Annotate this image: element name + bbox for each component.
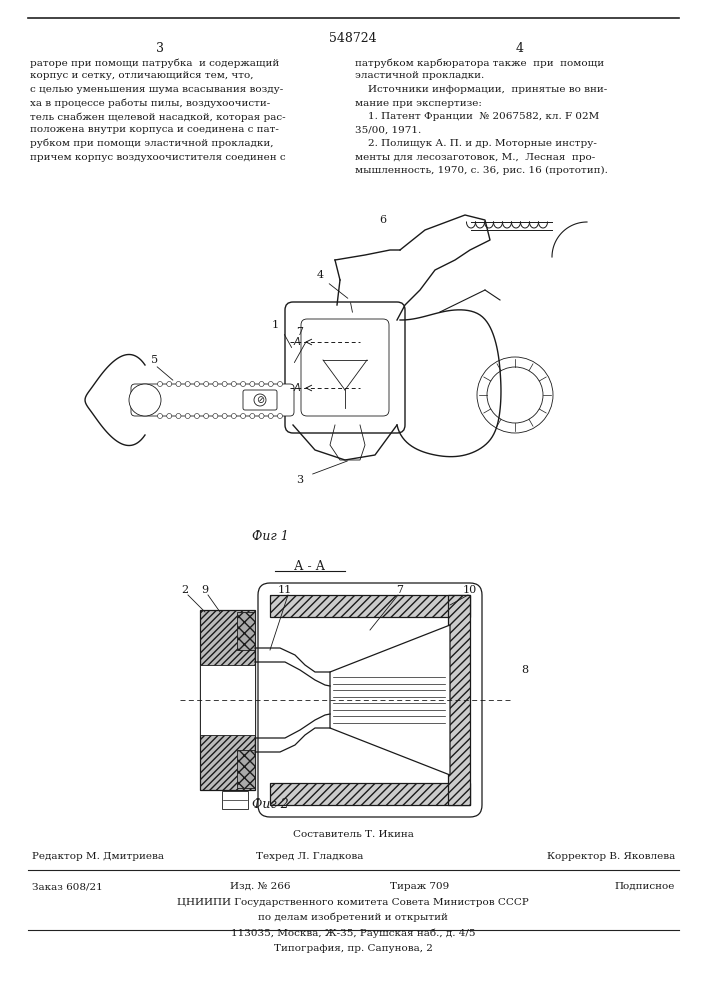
Text: 2: 2 <box>182 585 189 595</box>
Text: 5: 5 <box>151 355 158 365</box>
Text: корпус и сетку, отличающийся тем, что,: корпус и сетку, отличающийся тем, что, <box>30 72 254 81</box>
Text: А: А <box>293 383 300 393</box>
Circle shape <box>204 381 209 386</box>
Text: 548724: 548724 <box>329 32 377 45</box>
Circle shape <box>250 414 255 418</box>
Text: А: А <box>293 337 300 347</box>
Circle shape <box>176 414 181 418</box>
Text: 3: 3 <box>296 475 303 485</box>
Circle shape <box>194 381 199 386</box>
Text: 10: 10 <box>463 585 477 595</box>
Text: Фиг 2: Фиг 2 <box>252 798 288 811</box>
FancyBboxPatch shape <box>258 583 482 817</box>
Text: Подписное: Подписное <box>614 882 675 891</box>
Circle shape <box>278 414 283 418</box>
Text: Источники информации,  принятые во вни-: Источники информации, принятые во вни- <box>355 85 607 94</box>
Text: 7: 7 <box>397 585 404 595</box>
Text: тель снабжен щелевой насадкой, которая рас-: тель снабжен щелевой насадкой, которая р… <box>30 112 286 121</box>
Text: 1. Патент Франции  № 2067582, кл. F 02M: 1. Патент Франции № 2067582, кл. F 02M <box>355 112 600 121</box>
Text: по делам изобретений и открытий: по делам изобретений и открытий <box>258 913 448 922</box>
FancyBboxPatch shape <box>237 612 255 650</box>
FancyBboxPatch shape <box>270 783 470 805</box>
Circle shape <box>176 381 181 386</box>
FancyBboxPatch shape <box>301 319 389 416</box>
Text: ха в процессе работы пилы, воздухоочисти-: ха в процессе работы пилы, воздухоочисти… <box>30 99 270 108</box>
Text: менты для лесозаготовок, М.,  Лесная  про-: менты для лесозаготовок, М., Лесная про- <box>355 152 595 161</box>
Circle shape <box>213 414 218 418</box>
Text: Типография, пр. Сапунова, 2: Типография, пр. Сапунова, 2 <box>274 944 433 953</box>
Circle shape <box>158 414 163 418</box>
Text: положена внутри корпуса и соединена с пат-: положена внутри корпуса и соединена с па… <box>30 125 279 134</box>
Text: 113035, Москва, Ж-35, Раушская наб., д. 4/5: 113035, Москва, Ж-35, Раушская наб., д. … <box>230 928 475 938</box>
Circle shape <box>222 381 227 386</box>
Text: 35/00, 1971.: 35/00, 1971. <box>355 125 421 134</box>
Text: 3: 3 <box>156 42 164 55</box>
FancyBboxPatch shape <box>131 384 294 416</box>
Circle shape <box>254 394 266 406</box>
Text: Редактор М. Дмитриева: Редактор М. Дмитриева <box>32 852 164 861</box>
Text: Изд. № 266: Изд. № 266 <box>230 882 291 891</box>
Text: 2. Полищук А. П. и др. Моторные инстру-: 2. Полищук А. П. и др. Моторные инстру- <box>355 139 597 148</box>
Polygon shape <box>330 625 450 775</box>
Text: эластичной прокладки.: эластичной прокладки. <box>355 72 484 81</box>
Text: Корректор В. Яковлева: Корректор В. Яковлева <box>547 852 675 861</box>
Circle shape <box>477 357 553 433</box>
Circle shape <box>158 381 163 386</box>
Text: 4: 4 <box>516 42 524 55</box>
Circle shape <box>240 414 245 418</box>
FancyBboxPatch shape <box>200 610 255 790</box>
FancyBboxPatch shape <box>243 390 277 410</box>
FancyBboxPatch shape <box>222 791 248 809</box>
Text: мание при экспертизе:: мание при экспертизе: <box>355 99 482 107</box>
Text: Техред Л. Гладкова: Техред Л. Гладкова <box>257 852 363 861</box>
Circle shape <box>268 414 274 418</box>
Circle shape <box>213 381 218 386</box>
Text: А - А: А - А <box>294 560 325 573</box>
Circle shape <box>240 381 245 386</box>
Text: 1: 1 <box>271 320 279 330</box>
FancyBboxPatch shape <box>448 595 470 805</box>
Circle shape <box>268 381 274 386</box>
Text: 9: 9 <box>201 585 209 595</box>
Text: с целью уменьшения шума всасывания возду-: с целью уменьшения шума всасывания возду… <box>30 85 284 94</box>
Text: мышленность, 1970, с. 36, рис. 16 (прототип).: мышленность, 1970, с. 36, рис. 16 (прото… <box>355 166 608 175</box>
Text: Фиг 1: Фиг 1 <box>252 530 288 543</box>
FancyBboxPatch shape <box>200 665 255 735</box>
Circle shape <box>185 414 190 418</box>
FancyBboxPatch shape <box>285 302 405 433</box>
Text: Составитель Т. Икина: Составитель Т. Икина <box>293 830 414 839</box>
FancyBboxPatch shape <box>270 595 470 617</box>
Circle shape <box>194 414 199 418</box>
Circle shape <box>487 367 543 423</box>
Circle shape <box>167 414 172 418</box>
Circle shape <box>278 381 283 386</box>
Circle shape <box>259 414 264 418</box>
Circle shape <box>185 381 190 386</box>
Text: ⊘: ⊘ <box>256 395 264 405</box>
Text: Тираж 709: Тираж 709 <box>390 882 449 891</box>
Circle shape <box>167 381 172 386</box>
Circle shape <box>222 414 227 418</box>
Circle shape <box>259 381 264 386</box>
Text: 4: 4 <box>317 270 324 280</box>
Text: патрубком карбюратора также  при  помощи: патрубком карбюратора также при помощи <box>355 58 604 68</box>
Circle shape <box>250 381 255 386</box>
Text: рубком при помощи эластичной прокладки,: рубком при помощи эластичной прокладки, <box>30 139 274 148</box>
Text: 11: 11 <box>278 585 292 595</box>
Text: 6: 6 <box>380 215 387 225</box>
Text: ЦНИИПИ Государственного комитета Совета Министров СССР: ЦНИИПИ Государственного комитета Совета … <box>177 898 529 907</box>
Circle shape <box>231 381 236 386</box>
Text: 8: 8 <box>522 665 529 675</box>
Circle shape <box>231 414 236 418</box>
FancyBboxPatch shape <box>237 750 255 788</box>
Text: Заказ 608/21: Заказ 608/21 <box>32 882 103 891</box>
Text: 7: 7 <box>296 327 303 337</box>
Circle shape <box>129 384 161 416</box>
Text: причем корпус воздухоочистителя соединен с: причем корпус воздухоочистителя соединен… <box>30 152 286 161</box>
Circle shape <box>204 414 209 418</box>
Text: раторе при помощи патрубка  и содержащий: раторе при помощи патрубка и содержащий <box>30 58 279 68</box>
